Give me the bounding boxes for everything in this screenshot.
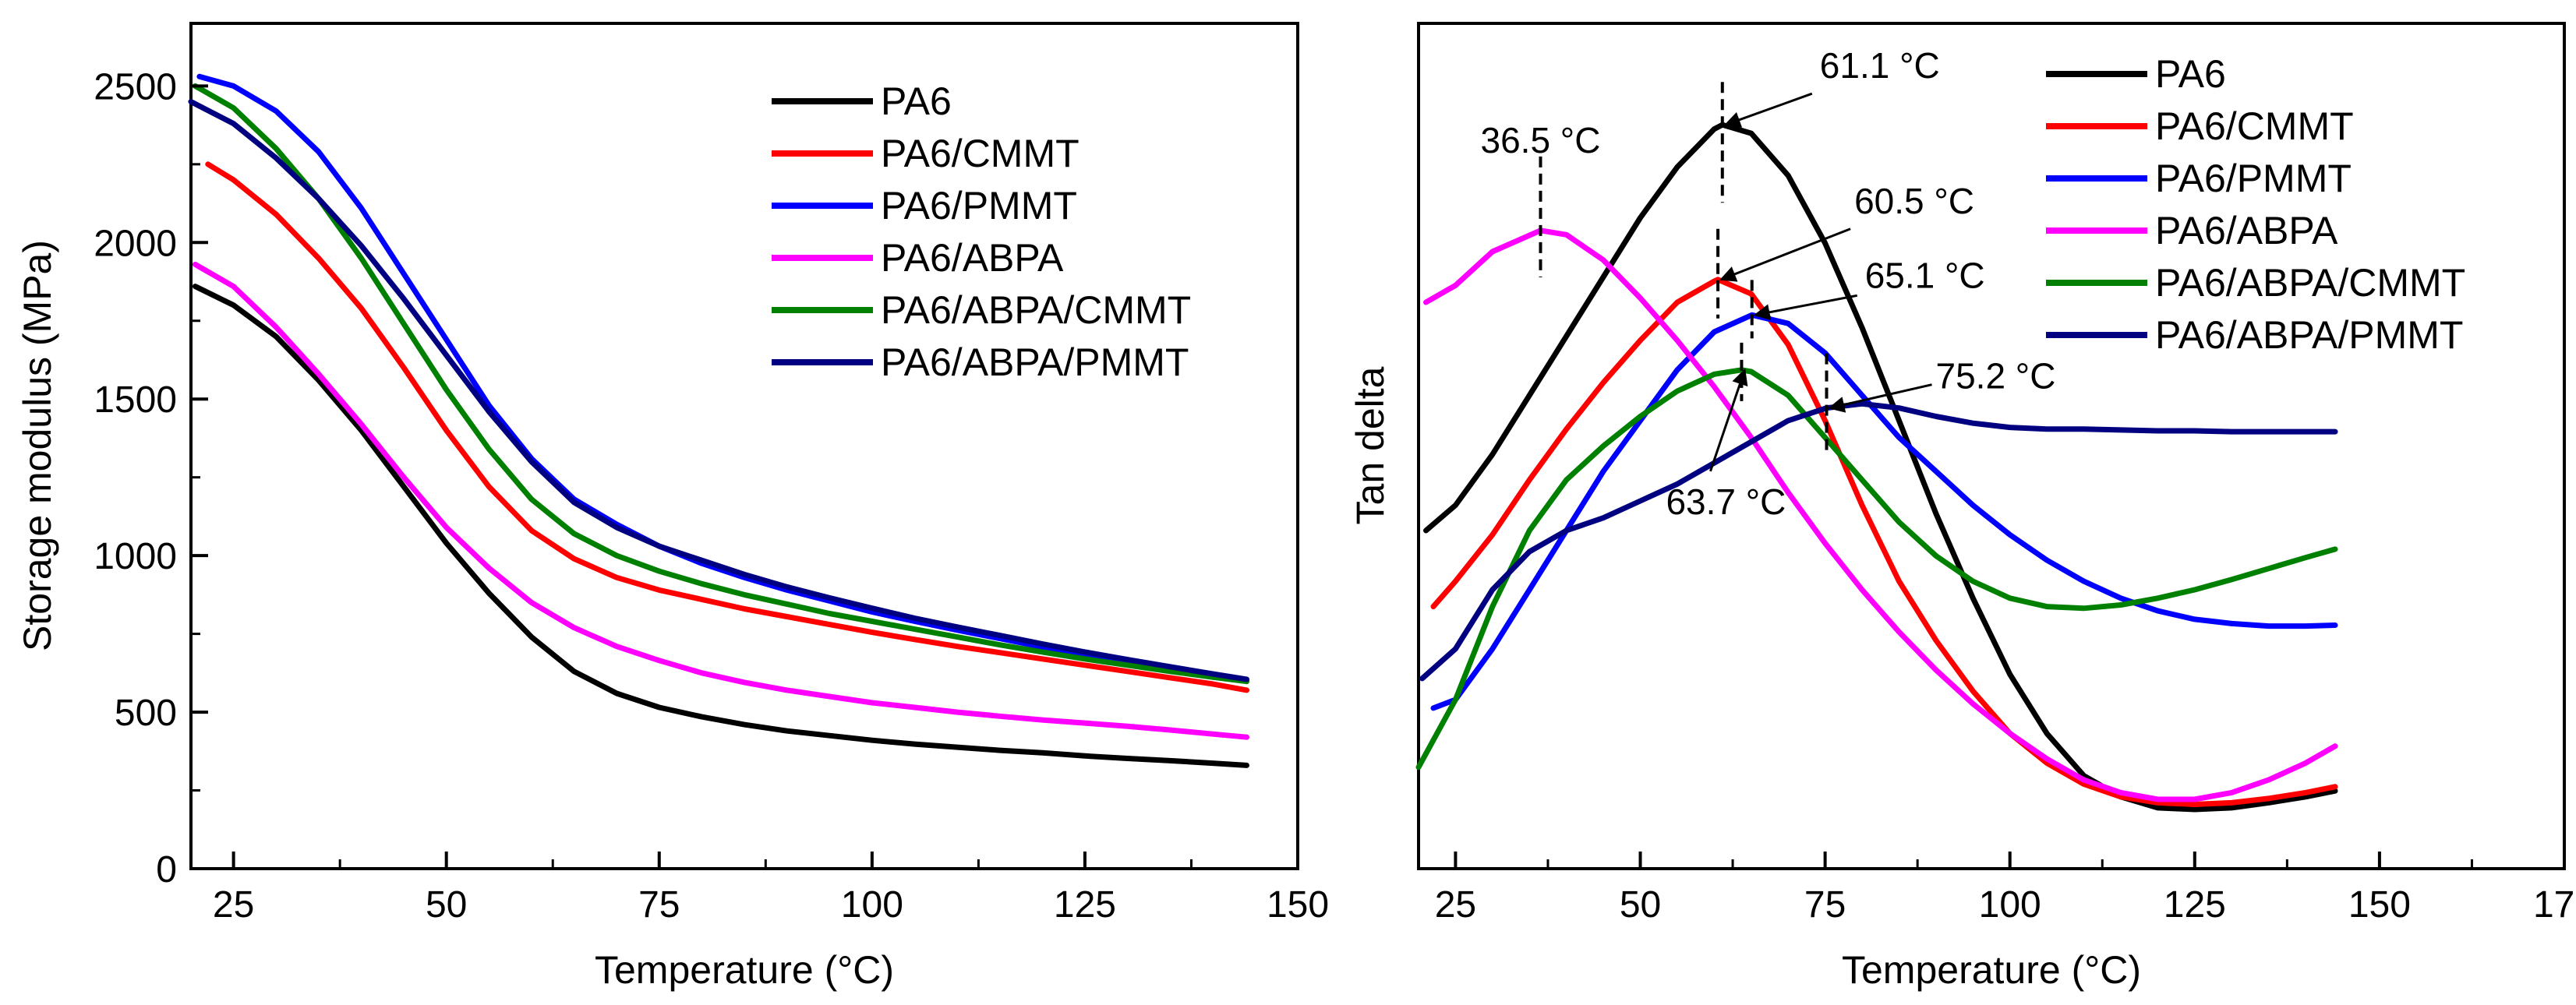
plot-frame xyxy=(189,22,1299,870)
peak-label: 36.5 °C xyxy=(1481,120,1601,160)
x-tick-label: 50 xyxy=(426,884,467,926)
legend: PA6 PA6/CMMT PA6/PMMT PA6/ABPA PA6/ABPA/CMMT… xyxy=(2046,52,2465,357)
series-line-pa6 xyxy=(193,284,1249,768)
series-line-pa6-abpa-pmmt xyxy=(188,99,1249,682)
legend-label: PA6/ABPA/CMMT xyxy=(2155,261,2465,305)
y-tick-label: 500 xyxy=(115,693,177,734)
legend-label: PA6/ABPA/PMMT xyxy=(881,340,1189,384)
x-tick-label: 150 xyxy=(1267,884,1329,926)
peak-arrow xyxy=(1828,383,1932,413)
storage-modulus-panel: 25 50 75 100 125 150 0 500 1000 1500 2000 2500 Tem… xyxy=(16,22,1329,992)
legend-label: PA6/ABPA/PMMT xyxy=(2155,313,2463,357)
tan-delta-panel: 25 50 75 100 125 150 175 61.1 °C 60.5 °C 65.1 °C… xyxy=(1348,22,2576,992)
y-tick-label: 2000 xyxy=(94,223,177,264)
peak-annotations: 61.1 °C 60.5 °C 65.1 °C 36.5 °C 63.7 °C 75.2 … xyxy=(1481,45,2056,522)
peak-arrow xyxy=(1723,92,1813,128)
x-tick-label: 175 xyxy=(2533,884,2576,926)
peak-label: 63.7 °C xyxy=(1666,481,1786,522)
peak-arrow xyxy=(1753,294,1858,321)
legend-label: PA6/CMMT xyxy=(2155,104,2354,148)
y-axis-label: Tan delta xyxy=(1348,366,1392,524)
x-tick-label: 100 xyxy=(841,884,903,926)
series-line-pa6-pmmt xyxy=(196,73,1249,684)
x-tick-label: 25 xyxy=(213,884,254,926)
y-tick-label: 1000 xyxy=(94,536,177,577)
plot-frame xyxy=(1417,22,2566,870)
x-axis-label: Temperature (°C) xyxy=(1842,948,2141,992)
x-axis-label: Temperature (°C) xyxy=(595,948,894,992)
peak-arrow xyxy=(1709,368,1748,472)
y-tick-label: 1500 xyxy=(94,379,177,421)
legend-label: PA6/CMMT xyxy=(881,132,1080,175)
peak-arrow xyxy=(1719,227,1851,282)
x-tick-label: 125 xyxy=(1054,884,1116,926)
x-tick-label: 75 xyxy=(1804,884,1846,926)
peak-label: 65.1 °C xyxy=(1865,255,1985,295)
x-axis-ticks: 25 50 75 100 125 150 175 xyxy=(1435,852,2576,926)
x-tick-label: 25 xyxy=(1435,884,1476,926)
y-tick-label: 0 xyxy=(156,849,177,890)
x-tick-label: 75 xyxy=(638,884,680,926)
legend-label: PA6/ABPA xyxy=(881,236,1064,280)
series-line-pa6-abpa-cmmt xyxy=(1415,367,2338,770)
series-line-pa6-cmmt xyxy=(1430,277,2338,807)
legend-label: PA6/PMMT xyxy=(881,184,1077,227)
legend-label: PA6/ABPA xyxy=(2155,209,2338,252)
series-group xyxy=(188,73,1249,768)
legend-label: PA6/PMMT xyxy=(2155,157,2352,200)
x-tick-label: 100 xyxy=(1979,884,2041,926)
series-line-pa6 xyxy=(1423,122,2338,813)
y-axis-ticks: 0 500 1000 1500 2000 2500 xyxy=(94,66,208,890)
legend-label: PA6 xyxy=(881,79,952,123)
x-tick-label: 125 xyxy=(2164,884,2226,926)
series-group xyxy=(1415,122,2338,813)
series-line-pa6-abpa-pmmt xyxy=(1419,400,2338,682)
x-tick-label: 150 xyxy=(2348,884,2411,926)
legend-label: PA6/ABPA/CMMT xyxy=(881,288,1191,332)
series-line-pa6-abpa xyxy=(1423,227,2338,802)
x-axis-ticks: 25 50 75 100 125 150 xyxy=(213,852,1329,926)
peak-label: 61.1 °C xyxy=(1820,45,1940,86)
series-line-pa6-pmmt xyxy=(1430,312,2338,711)
peak-label: 75.2 °C xyxy=(1936,356,2056,397)
y-tick-label: 2500 xyxy=(94,66,177,108)
legend-label: PA6 xyxy=(2155,52,2226,96)
peak-label: 60.5 °C xyxy=(1854,181,1974,221)
legend: PA6 PA6/CMMT PA6/PMMT PA6/ABPA PA6/ABPA/CMMT… xyxy=(772,79,1191,384)
series-line-pa6-abpa xyxy=(193,261,1249,740)
series-line-pa6-abpa-cmmt xyxy=(193,83,1249,685)
x-tick-label: 50 xyxy=(1620,884,1661,926)
y-axis-label: Storage modulus (MPa) xyxy=(16,240,59,651)
series-line-pa6-cmmt xyxy=(205,161,1249,693)
